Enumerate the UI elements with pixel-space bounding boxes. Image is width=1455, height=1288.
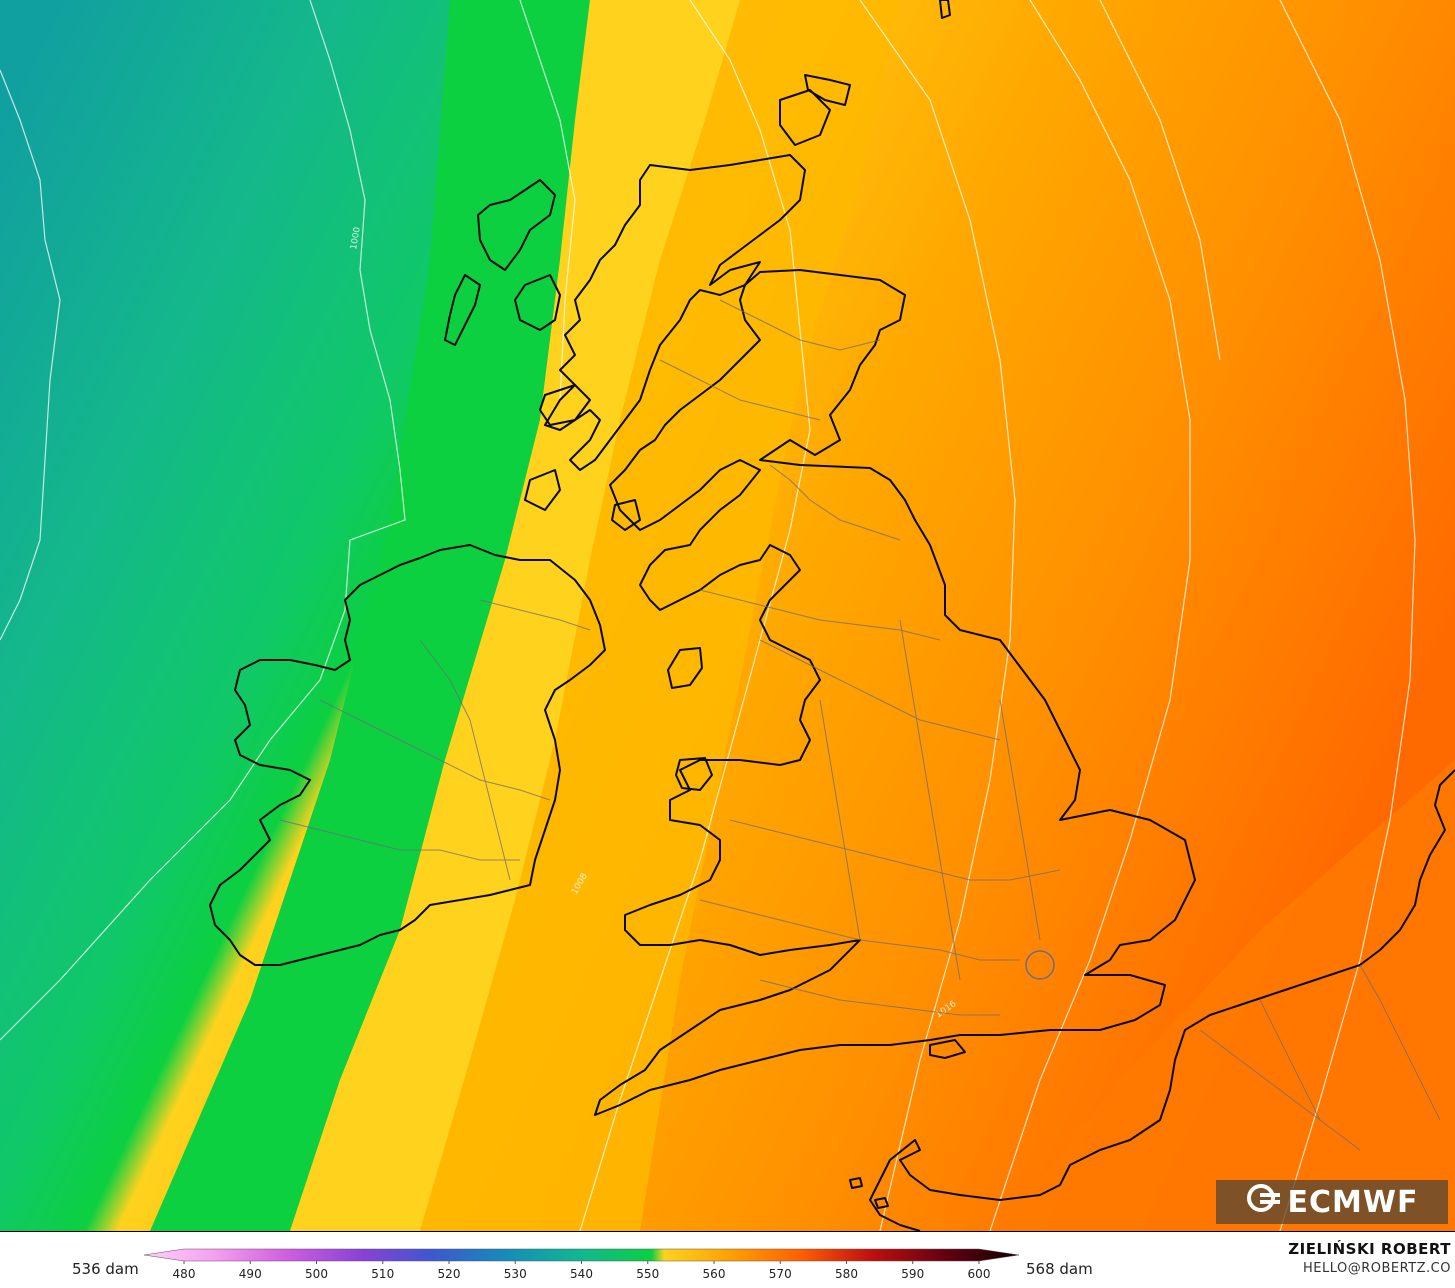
author-email: HELLO@ROBERTZ.CO: [1302, 1261, 1451, 1276]
colorbar-tick-label: 510: [371, 1267, 394, 1281]
logo-text: ECMWF: [1287, 1184, 1419, 1220]
ireland-coast: [209, 544, 606, 966]
yellow-band: [290, 0, 740, 1231]
author-credits: ZIELIŃSKI ROBERT HELLO@ROBERTZ.CO: [1288, 1240, 1451, 1276]
colorbar-tick-label: 500: [305, 1267, 328, 1281]
orkney: [779, 89, 831, 146]
coastlines: [209, 0, 1455, 1231]
london-marker: [1025, 950, 1055, 980]
ecmwf-logo-icon: [1246, 1183, 1280, 1221]
colorbar-tick-label: 600: [968, 1267, 991, 1281]
shetland-tip: [939, 0, 951, 19]
continental-coast: [869, 769, 1455, 1231]
deep-orange-area: [1000, 760, 1455, 1231]
colorbar-tick-label: 540: [570, 1267, 593, 1281]
colorbar-bar: [144, 1248, 1020, 1262]
arran: [611, 499, 641, 531]
isobar-lines: [0, 0, 1415, 1231]
ecmwf-logo: ECMWF: [1216, 1180, 1448, 1224]
colorbar-tick-label: 590: [901, 1267, 924, 1281]
outer-hebrides: [477, 179, 556, 271]
anglesey: [675, 757, 713, 791]
colorbar: 480 490 500 510 520 530 540 550 560 570 580 590 600: [144, 1248, 1020, 1281]
isle-of-man: [667, 647, 703, 689]
colorbar-tick-label: 550: [636, 1267, 659, 1281]
isobar-label: 1000: [349, 226, 363, 251]
colorbar-ticks: 480 490 500 510 520 530 540 550 560 570 580 590 600: [173, 1261, 991, 1281]
skye: [514, 274, 561, 331]
northern-scotland-coast: [544, 154, 806, 471]
colorbar-tick-label: 530: [504, 1267, 527, 1281]
colorbar-tick-label: 480: [173, 1267, 196, 1281]
author-name: ZIELIŃSKI ROBERT: [1288, 1240, 1451, 1258]
light-orange-band: [420, 0, 900, 1231]
islay: [524, 469, 561, 511]
great-britain-coast: [594, 269, 1196, 1116]
legend-max-label: 568 dam: [1026, 1260, 1093, 1278]
mull: [539, 384, 591, 426]
colorbar-tick-label: 580: [835, 1267, 858, 1281]
admin-boundaries: [279, 299, 1441, 1151]
colorbar-tick-label: 570: [769, 1267, 792, 1281]
hebrides-south: [444, 274, 481, 346]
colorbar-tick-label: 490: [239, 1267, 262, 1281]
legend-min-label: 536 dam: [72, 1260, 139, 1278]
colorbar-tick-label: 560: [703, 1267, 726, 1281]
northern-isles: [804, 74, 851, 106]
geopotential-map: 1000 1008 1016: [0, 0, 1455, 1231]
channel-islands: [849, 1177, 889, 1209]
colorbar-tick-label: 520: [438, 1267, 461, 1281]
green-band: [150, 0, 590, 1231]
isle-of-wight: [929, 1039, 966, 1059]
